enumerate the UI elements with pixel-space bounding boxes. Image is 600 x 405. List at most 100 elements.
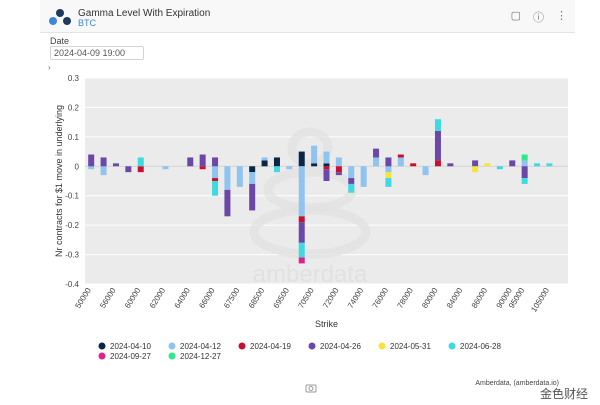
bar-segment <box>534 163 541 167</box>
bar-segment <box>311 163 318 167</box>
bar-segment <box>484 163 491 167</box>
asset-label: BTC <box>78 18 96 28</box>
bar-segment <box>385 157 392 167</box>
bar-segment <box>236 166 243 187</box>
bar-segment <box>212 181 219 196</box>
bar-segment <box>447 163 454 167</box>
bar-segment <box>335 157 342 167</box>
y-tick-label: 0 <box>75 162 80 171</box>
bar-segment <box>273 157 280 167</box>
x-tick-label: 72000 <box>321 286 341 310</box>
legend-label: 2024-04-19 <box>250 342 291 351</box>
bar-segment <box>348 178 355 184</box>
bar-segment <box>298 216 305 223</box>
bar-segment <box>162 166 169 170</box>
x-tick-label: 105000 <box>529 286 551 314</box>
y-tick-label: -0.3 <box>65 251 79 260</box>
bar-segment <box>311 145 318 164</box>
y-tick-label: 0.3 <box>68 74 80 83</box>
bar-segment <box>100 166 107 176</box>
bookmark-icon[interactable]: ▢ <box>510 10 521 22</box>
bar-segment <box>521 160 528 167</box>
bar-segment <box>348 183 355 193</box>
legend-swatch <box>378 342 386 350</box>
credit-text: Amberdata, (amberdata.io) <box>475 380 559 387</box>
info-icon[interactable]: ⓘ <box>533 12 544 24</box>
bar-segment <box>298 242 305 258</box>
bar-segment <box>286 166 293 170</box>
bar-segment <box>212 157 219 167</box>
bar-segment <box>298 257 305 264</box>
x-tick-label: 66000 <box>197 286 217 310</box>
chart-widget: Gamma Level With Expiration BTC ▢ ⓘ ⋮ Da… <box>40 0 575 405</box>
legend-swatch <box>168 352 176 360</box>
bar-segment <box>323 151 330 164</box>
bar-segment <box>434 119 441 131</box>
x-tick-label: 50000 <box>73 286 93 310</box>
y-tick-label: -0.2 <box>65 221 79 230</box>
expand-caret-icon[interactable]: › <box>48 63 51 72</box>
bar-segment <box>410 163 417 167</box>
x-tick-label: 74000 <box>346 286 366 310</box>
legend-swatch <box>98 342 106 350</box>
bar-segment <box>298 151 305 167</box>
bar-segment <box>385 166 392 173</box>
watermark-ring <box>287 127 333 169</box>
bar-segment <box>261 160 268 167</box>
camera-icon[interactable] <box>305 383 317 393</box>
x-tick-label: 80000 <box>420 286 440 310</box>
bar-segment <box>137 157 144 167</box>
bar-segment <box>335 166 342 173</box>
widget-header: Gamma Level With Expiration BTC ▢ ⓘ ⋮ <box>40 0 575 33</box>
legend-label: 2024-09-27 <box>110 352 151 361</box>
brand-watermark: 金色财经 <box>539 387 588 401</box>
bar-segment <box>472 166 479 173</box>
gamma-chart: 0.3 0.2 0.1 0 -0.1 -0.2 -0.3 -0.4 amberdata 50000… <box>54 74 568 361</box>
bar-segment <box>373 157 380 167</box>
x-tick-label: 56000 <box>98 286 118 310</box>
bar-segment <box>323 166 330 170</box>
more-icon[interactable]: ⋮ <box>556 10 567 22</box>
bar-segment <box>137 166 144 173</box>
bar-segment <box>323 169 330 181</box>
bar-segment <box>298 222 305 243</box>
bar-segment <box>199 166 206 170</box>
legend-label: 2024-12-27 <box>180 352 221 361</box>
bar-segment <box>360 166 367 187</box>
legend-swatch <box>98 352 106 360</box>
bar-segment <box>125 166 132 173</box>
date-input[interactable] <box>50 46 144 60</box>
legend-swatch <box>308 342 316 350</box>
bar-segment <box>298 166 305 217</box>
x-tick-label: 69500 <box>272 286 292 310</box>
bar-segment <box>187 157 194 167</box>
legend-label: 2024-04-26 <box>320 342 361 351</box>
bar-segment <box>224 189 231 217</box>
y-tick-label: 0.1 <box>68 133 80 142</box>
bar-segment <box>496 166 503 170</box>
x-tick-label: 68500 <box>247 286 267 310</box>
widget-title: Gamma Level With Expiration <box>78 8 211 19</box>
x-tick-label: 60000 <box>123 286 143 310</box>
bar-segment <box>397 157 404 167</box>
bar-segment <box>385 178 392 187</box>
bar-segment <box>434 160 441 167</box>
legend-label: 2024-04-12 <box>180 342 221 351</box>
bar-segment <box>521 166 528 179</box>
bar-segment <box>261 157 268 161</box>
x-axis-title: Strike <box>315 319 338 329</box>
x-tick-label: 70500 <box>296 286 316 310</box>
bar-segment <box>323 163 330 167</box>
bar-segment <box>249 166 256 173</box>
bar-segment <box>249 172 256 184</box>
bar-segment <box>348 166 355 179</box>
legend-label: 2024-06-28 <box>460 342 501 351</box>
x-tick-label: 76000 <box>371 286 391 310</box>
bar-segment <box>472 160 479 167</box>
legend-label: 2024-05-31 <box>390 342 431 351</box>
x-tick-label: 62000 <box>148 286 168 310</box>
date-label: Date <box>50 36 70 46</box>
y-tick-label: -0.4 <box>65 280 79 289</box>
legend-swatch <box>238 342 246 350</box>
bar-segment <box>100 157 107 167</box>
